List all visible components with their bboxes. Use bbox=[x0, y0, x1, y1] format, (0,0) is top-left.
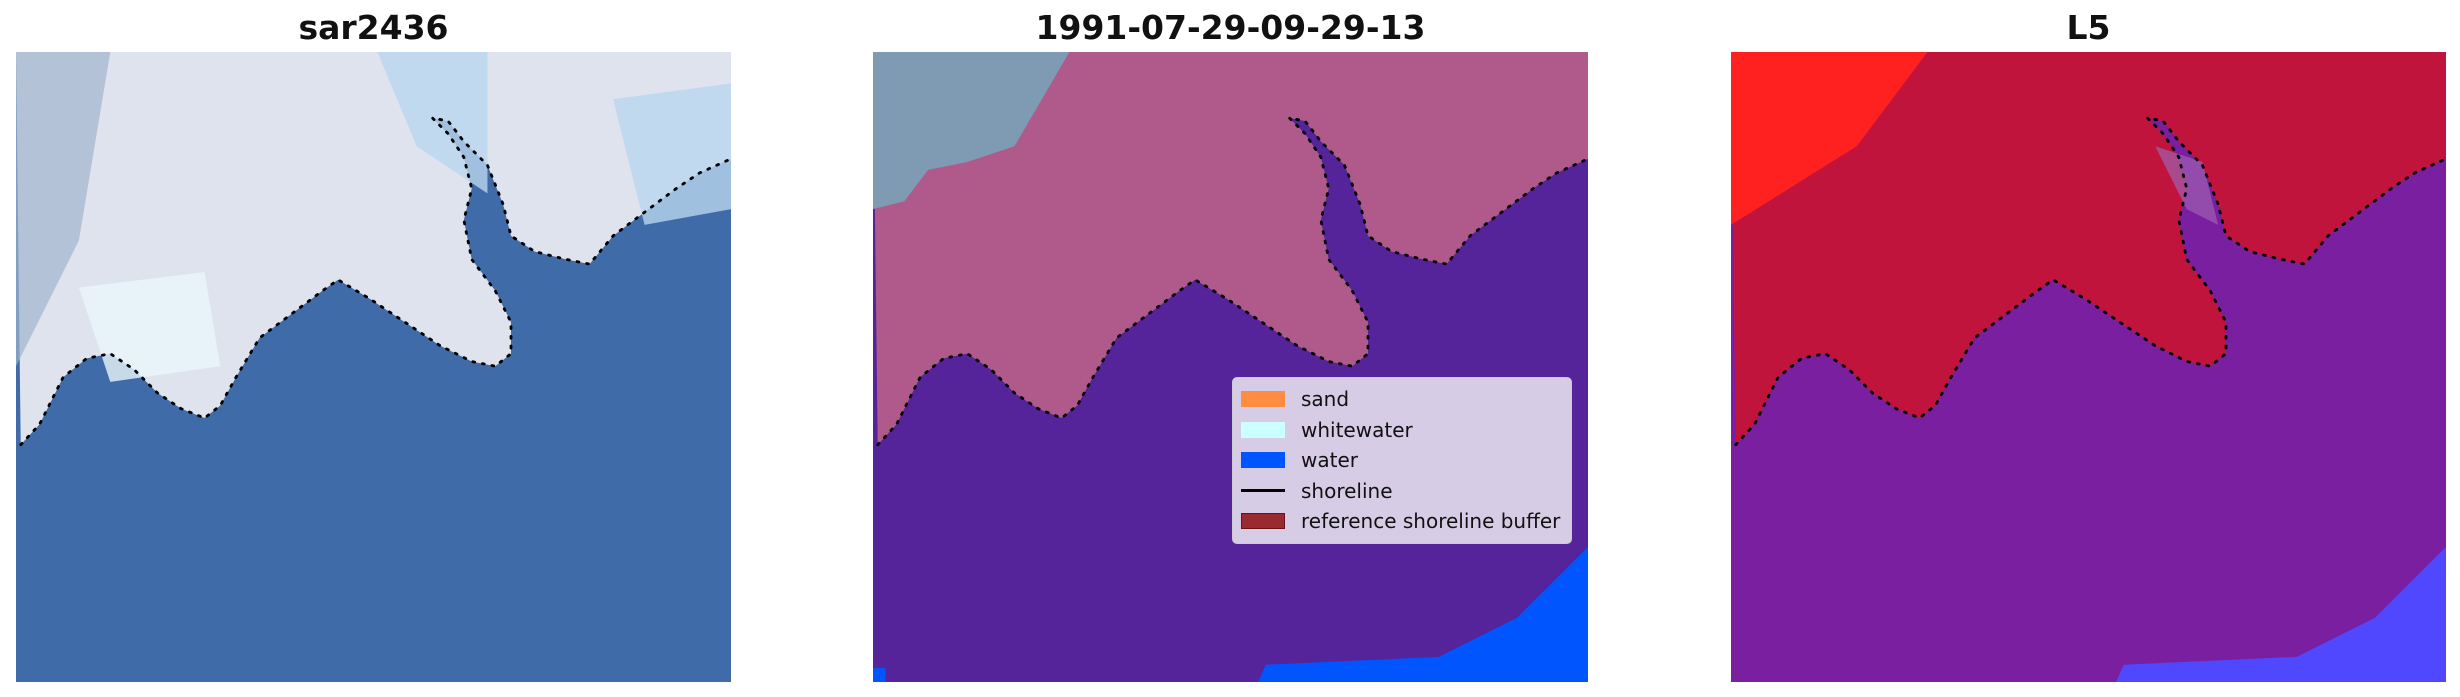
legend-item-sand: sand bbox=[1241, 384, 1563, 415]
legend-item-shoreline: shoreline bbox=[1241, 476, 1563, 507]
buffer-swatch bbox=[1241, 513, 1285, 530]
shadow-area bbox=[16, 52, 111, 367]
high-index-corner bbox=[1731, 52, 1928, 225]
index-image bbox=[1731, 52, 2446, 682]
legend-label: reference shoreline buffer bbox=[1301, 509, 1561, 534]
shoreline bbox=[1734, 115, 2446, 447]
classified-image-panel bbox=[873, 52, 1588, 682]
water-swatch bbox=[1241, 452, 1285, 469]
legend-item-whitewater: whitewater bbox=[1241, 415, 1563, 446]
unclassified-corner bbox=[873, 52, 1070, 210]
classified-image bbox=[873, 52, 1588, 682]
rgb-image bbox=[16, 52, 731, 682]
land-area bbox=[873, 52, 1588, 445]
panel-title-index: L5 bbox=[2066, 8, 2111, 47]
shoreline-swatch bbox=[1241, 489, 1285, 493]
rgb-image-panel bbox=[16, 52, 731, 682]
panel-title-classified: 1991-07-29-09-29-13 bbox=[1035, 8, 1426, 47]
legend-item-water: water bbox=[1241, 445, 1563, 476]
sand-swatch bbox=[1241, 391, 1285, 408]
water-class-area bbox=[1258, 546, 1588, 682]
legend-label: whitewater bbox=[1301, 417, 1413, 442]
legend-label: shoreline bbox=[1301, 478, 1393, 503]
water-class-area bbox=[873, 667, 886, 682]
land-area bbox=[1731, 52, 2446, 445]
panel-title-rgb: sar2436 bbox=[298, 8, 449, 47]
legend-label: water bbox=[1301, 448, 1358, 473]
low-index-area bbox=[2116, 546, 2446, 682]
index-image-panel bbox=[1731, 52, 2446, 682]
legend-label: sand bbox=[1301, 387, 1350, 412]
whitewater-area bbox=[78, 271, 221, 382]
bright-area bbox=[377, 52, 488, 194]
shoreline bbox=[876, 115, 1588, 447]
whitewater-swatch bbox=[1241, 421, 1285, 438]
legend-item-buffer: reference shoreline buffer bbox=[1241, 506, 1563, 537]
legend: sand whitewater water shoreline referenc… bbox=[1232, 377, 1572, 544]
shoreline bbox=[19, 115, 731, 447]
bright-area bbox=[613, 83, 731, 225]
